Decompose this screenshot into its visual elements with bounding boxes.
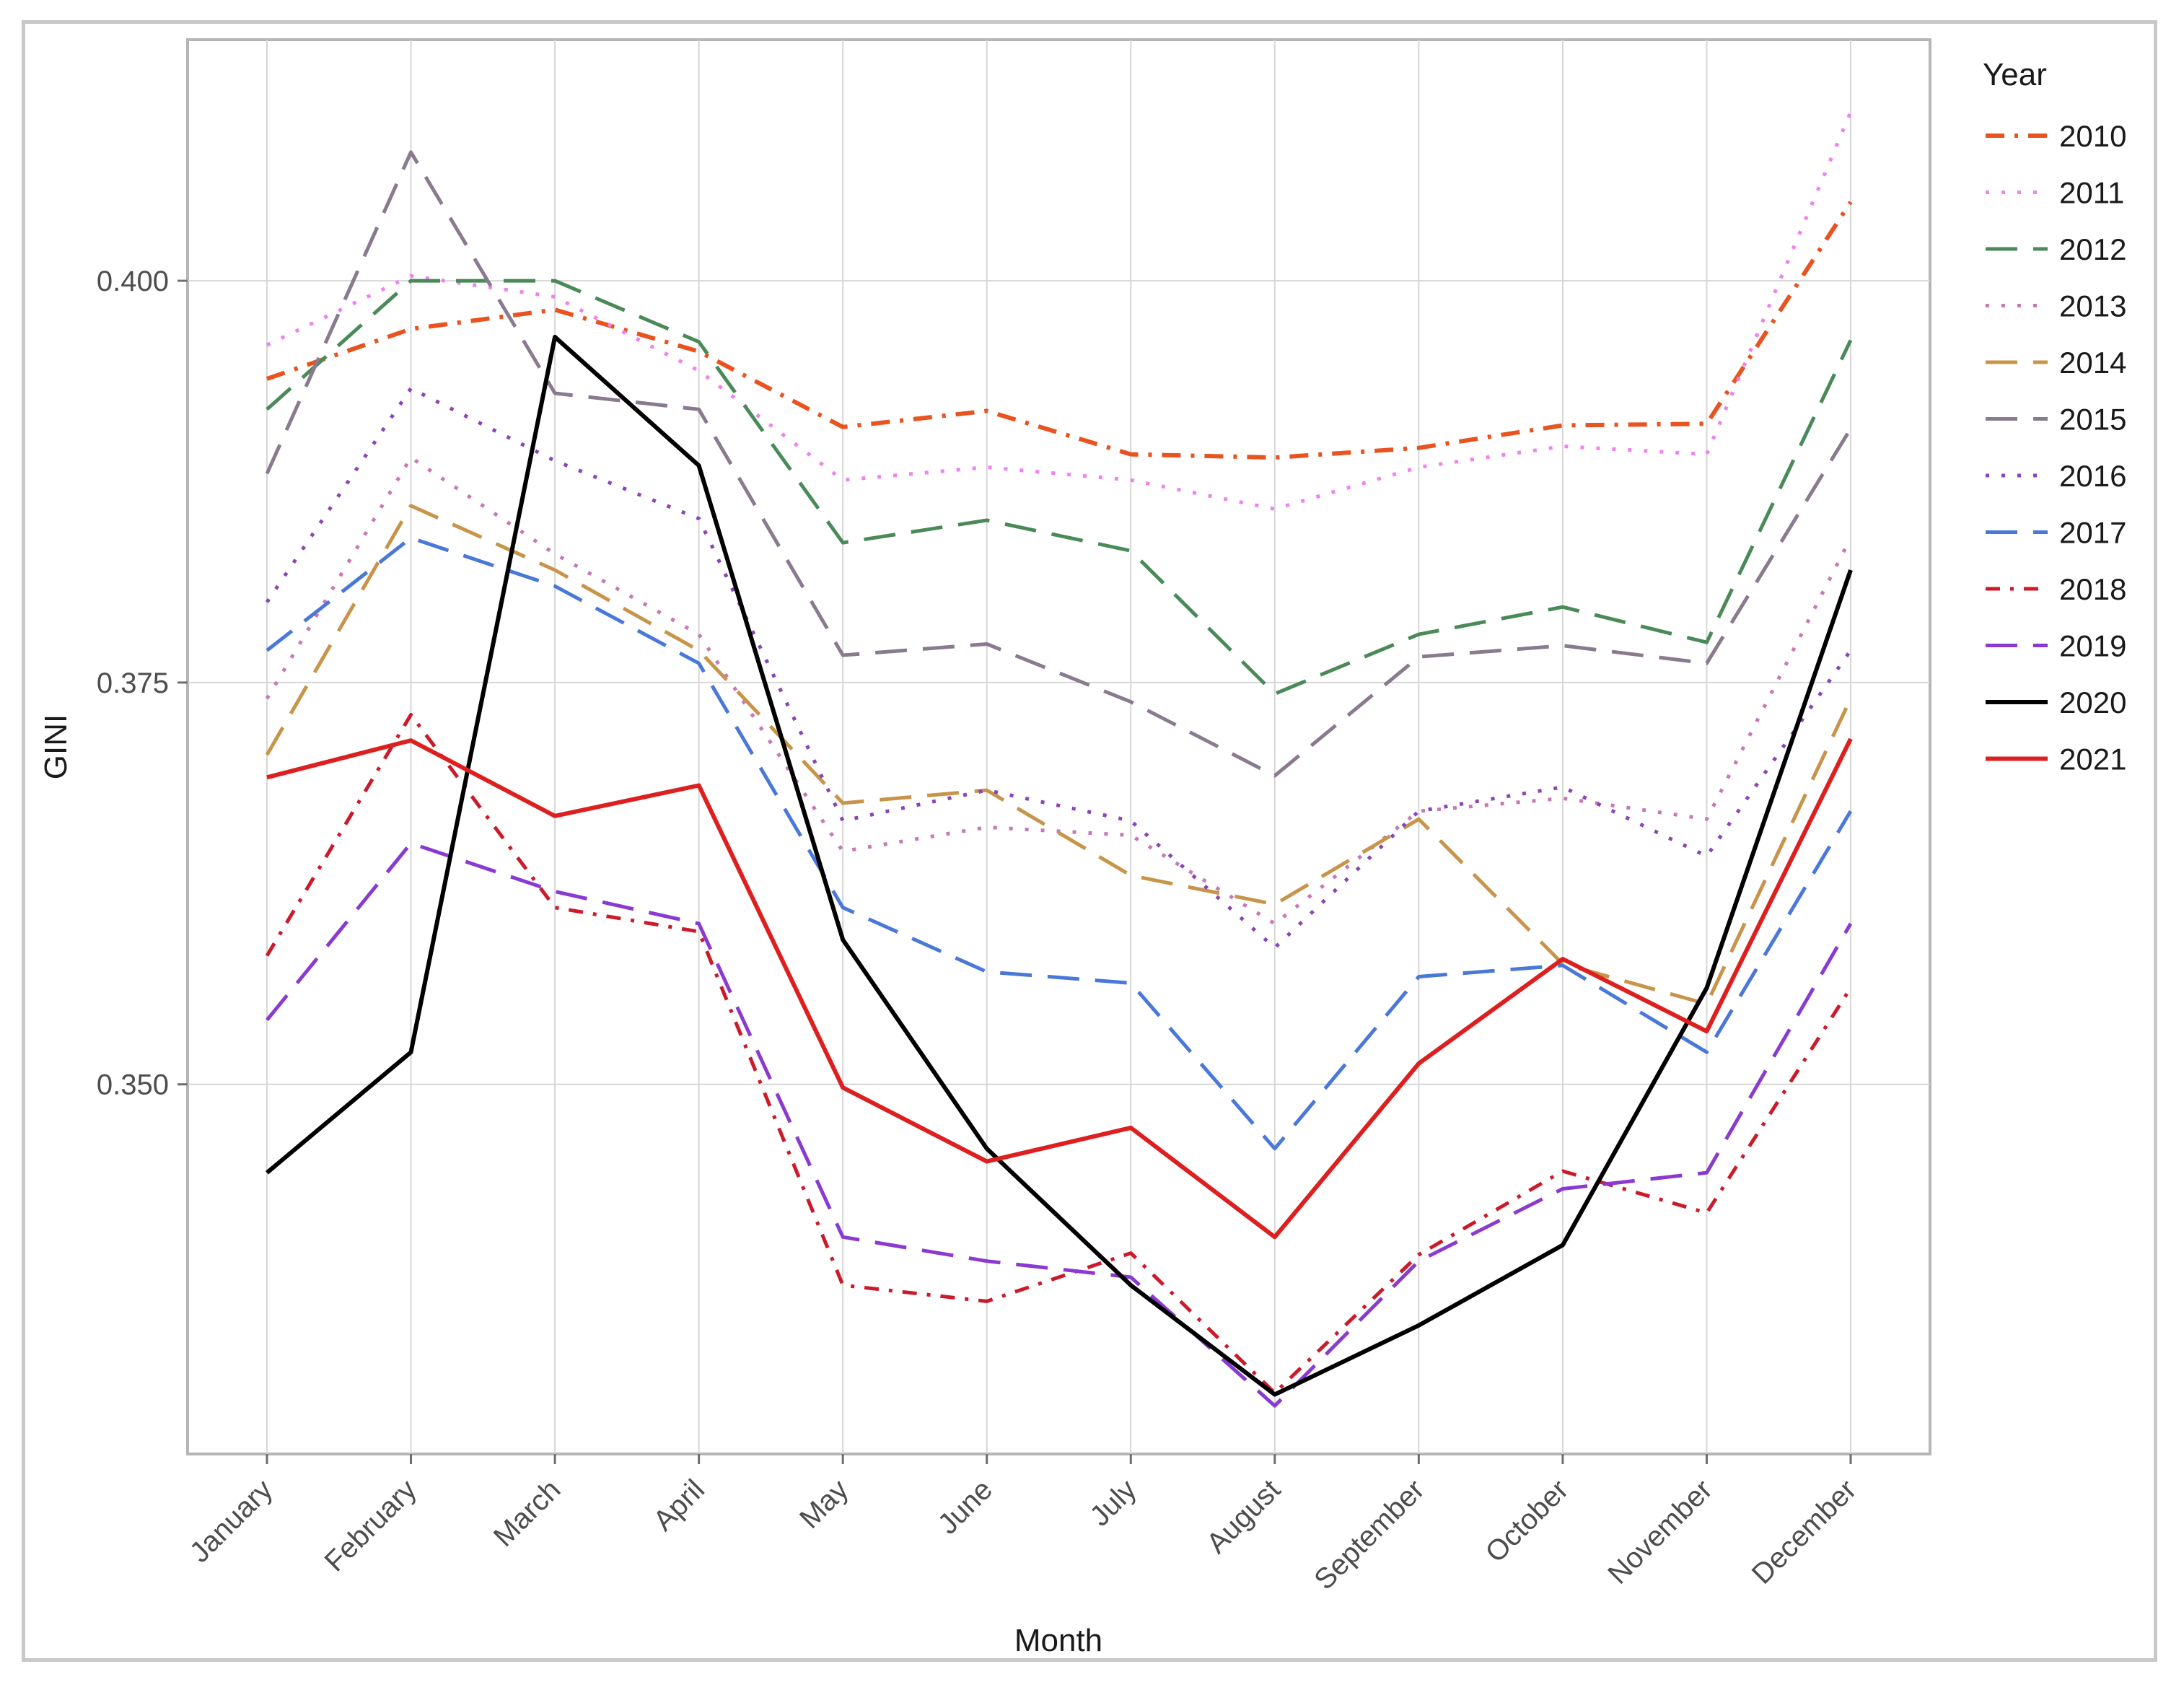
chart-frame (22, 20, 2157, 1662)
legend-label-2017: 2017 (2059, 516, 2126, 550)
x-tick-label: June (932, 1473, 999, 1540)
legend-title: Year (1983, 57, 2047, 92)
x-tick-label: September (1308, 1473, 1430, 1595)
legend-label-2010: 2010 (2059, 119, 2126, 153)
y-tick-label: 0.400 (97, 266, 169, 297)
x-tick-label: May (794, 1473, 855, 1535)
legend-label-2012: 2012 (2059, 232, 2126, 266)
series-line-2015 (265, 150, 1853, 778)
x-tick-label: December (1746, 1473, 1863, 1590)
series-line-2019 (266, 841, 1853, 1408)
legend-label-2014: 2014 (2059, 346, 2126, 380)
series-line-2020 (266, 335, 1853, 1397)
legend-label-2015: 2015 (2059, 403, 2126, 437)
legend-label-2016: 2016 (2059, 459, 2126, 493)
x-tick-label: January (184, 1473, 279, 1569)
series-line-2016 (265, 386, 1853, 950)
plot-panel (186, 38, 1931, 1455)
legend-label-2020: 2020 (2059, 686, 2126, 719)
x-tick-label: August (1201, 1473, 1286, 1559)
legend-label-2021: 2021 (2059, 743, 2126, 776)
legend-label-2013: 2013 (2059, 289, 2126, 323)
x-tick-label: March (488, 1473, 567, 1553)
series-line-2013 (265, 455, 1853, 926)
series-line-2012 (266, 279, 1853, 696)
legend-label-2019: 2019 (2059, 629, 2126, 663)
x-tick-label: October (1480, 1473, 1575, 1569)
x-axis-title: Month (1014, 1623, 1102, 1658)
x-tick-label: February (319, 1473, 423, 1577)
y-tick-label: 0.350 (97, 1069, 169, 1101)
series-line-2017 (266, 536, 1853, 1151)
x-tick-label: April (647, 1473, 711, 1537)
y-axis-title: GINI (38, 714, 74, 779)
legend: 2010 2011 2012 2013 2014 2015 2016 2017 2018 2019… (1986, 119, 2126, 776)
x-tick-label: July (1084, 1473, 1142, 1532)
series-line-2021 (266, 737, 1853, 1240)
legend-label-2011: 2011 (2059, 176, 2124, 210)
legend-label-2018: 2018 (2059, 572, 2126, 606)
y-tick-label: 0.375 (97, 667, 169, 699)
series-line-2018 (265, 713, 1853, 1395)
x-tick-label: November (1602, 1473, 1719, 1590)
series-line-2010 (266, 201, 1853, 460)
